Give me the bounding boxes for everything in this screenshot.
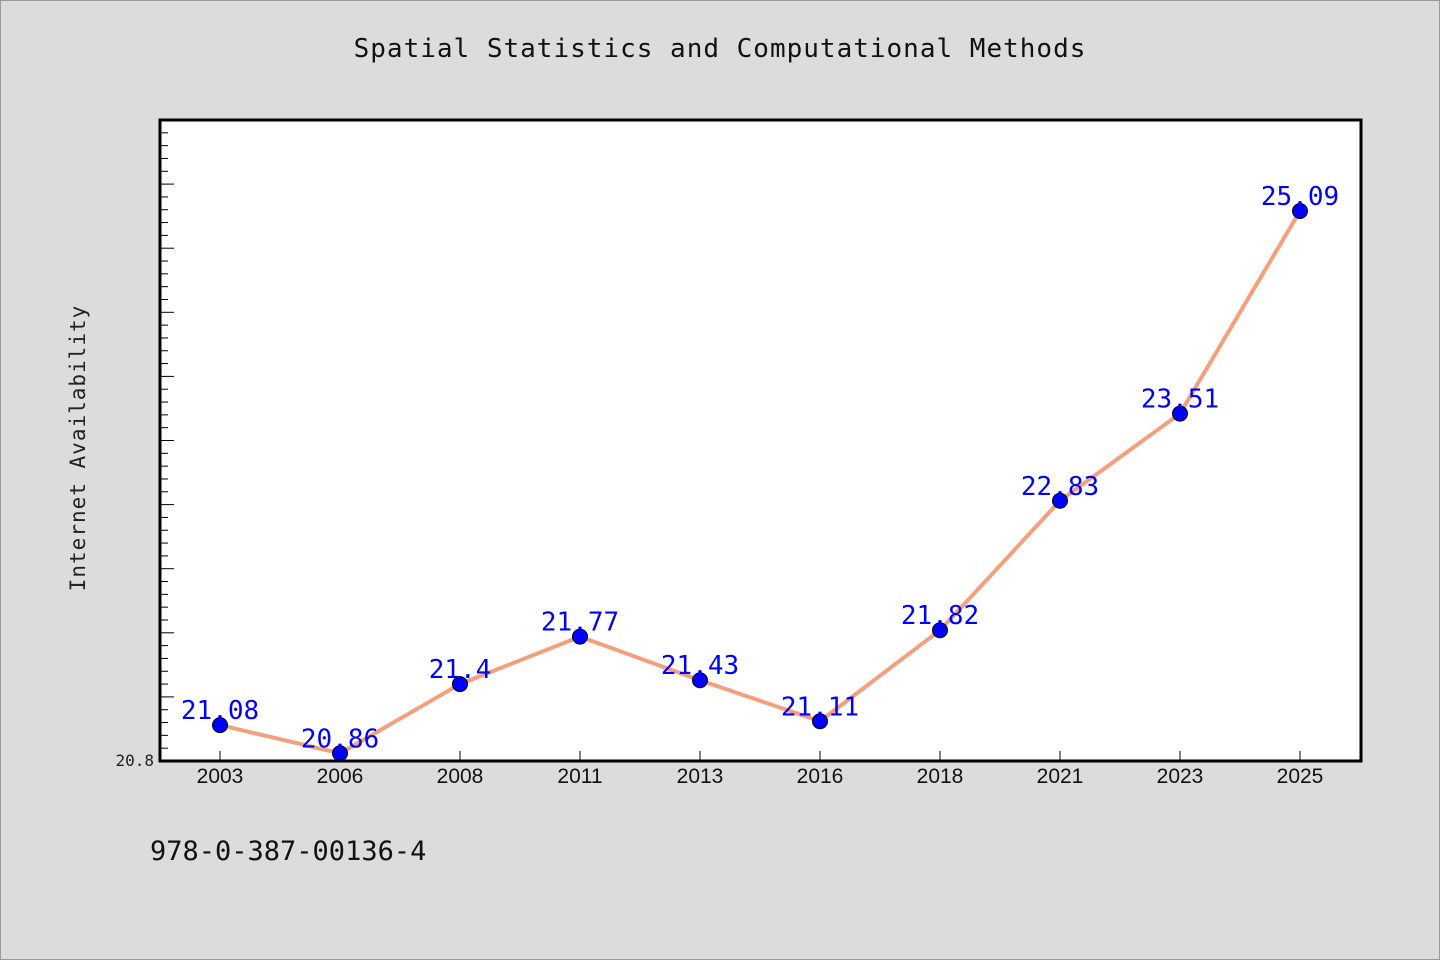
chart-title: Spatial Statistics and Computational Met… [353,34,1087,64]
data-point [1292,203,1308,220]
x-tick-label: 2025 [1277,765,1324,788]
data-label: 21.82 [901,601,979,631]
x-tick-label: 2008 [437,765,484,788]
data-label: 21.11 [781,692,859,722]
data-label: 21.4 [429,655,492,685]
x-tick-label: 2003 [197,765,244,788]
x-tick-label: 2018 [917,765,964,788]
data-point [692,672,708,689]
data-point [572,628,588,645]
data-label: 23.51 [1141,385,1219,415]
x-tick-label: 2023 [1157,765,1204,788]
data-label: 22.83 [1021,472,1099,502]
plot-area [160,120,1361,761]
x-tick-label: 2006 [317,765,364,788]
x-tick-label: 2011 [557,765,602,788]
data-point [1172,405,1188,422]
data-label: 20.86 [301,724,379,754]
x-tick-label: 2013 [677,765,724,788]
data-point [932,622,948,639]
series-line [219,210,1302,756]
data-point [452,676,468,693]
x-tick-label: 2021 [1037,765,1084,788]
data-label: 21.43 [661,651,739,681]
data-point [812,713,828,730]
x-tick-label: 2016 [797,765,844,788]
data-point [212,717,228,734]
plot-frame [158,118,1363,763]
y-tick-label: 20.8 [115,751,154,770]
data-label: 21.77 [541,608,619,638]
data-point [1052,492,1068,509]
data-label: 25.09 [1261,182,1339,212]
data-label: 21.08 [181,696,259,726]
footer-code: 978-0-387-00136-4 [150,836,427,867]
